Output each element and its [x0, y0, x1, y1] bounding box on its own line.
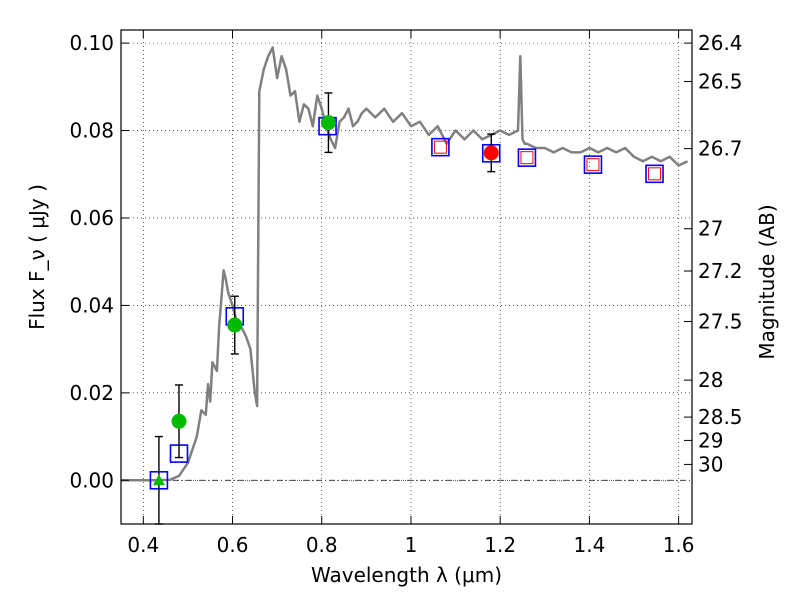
magnitude-tick-label: 27 — [698, 217, 723, 241]
axis-ticks: 0.4 0.6 0.8 1 1.2 1.4 1.6 0.00 0.02 0.04 0.06 0.08 0… — [69, 30, 743, 557]
x-tick-label: 1 — [405, 533, 418, 557]
detection-point — [320, 115, 336, 131]
sed-curve — [121, 46, 689, 482]
upper-limit-box — [586, 158, 600, 172]
y-tick-label: 0.06 — [69, 206, 114, 230]
plot-frame — [120, 29, 693, 525]
magnitude-tick-label: 29 — [698, 428, 723, 452]
x-tick-label: 0.8 — [306, 533, 338, 557]
model-flux-box — [517, 148, 537, 167]
x-tick-label: 1.2 — [484, 533, 516, 557]
upper-limit-box — [648, 167, 662, 181]
sed-model — [121, 46, 689, 482]
x-tick-label: 0.6 — [217, 533, 249, 557]
magnitude-tick-label: 26.5 — [698, 70, 743, 94]
detection-point — [171, 413, 187, 429]
model-flux-box — [431, 137, 450, 157]
y-tick-label: 0.02 — [69, 381, 114, 405]
red-detection-point — [483, 145, 499, 161]
y-tick-label: 0.10 — [69, 31, 114, 55]
magnitude-tick-label: 28 — [698, 368, 723, 392]
magnitude-tick-label: 30 — [698, 452, 723, 476]
x-tick-label: 1.4 — [573, 533, 605, 557]
upper-limit-box — [433, 140, 447, 154]
x-tick-label: 1.6 — [663, 533, 695, 557]
upper-limit-box — [520, 151, 534, 165]
y-tick-label: 0.00 — [69, 468, 114, 492]
magnitude-tick-label: 28.5 — [698, 405, 743, 429]
model-flux-box — [583, 155, 603, 174]
magnitude-tick-label: 27.2 — [698, 259, 743, 283]
magnitude-tick-label: 26.4 — [698, 31, 743, 55]
magnitude-tick-label: 26.7 — [698, 137, 743, 161]
detection-point — [227, 317, 243, 333]
detection-triangle — [152, 474, 165, 486]
y-axis-label: Flux F_ν ( μJy ) — [25, 184, 49, 330]
magnitude-tick-label: 27.5 — [698, 310, 743, 334]
model-flux-box — [645, 164, 664, 184]
y-tick-label: 0.04 — [69, 293, 114, 317]
right-y-axis-label: Magnitude (AB) — [755, 204, 779, 359]
photometry-markers — [149, 92, 664, 525]
x-axis-label: Wavelength λ (μm) — [311, 563, 502, 587]
x-tick-label: 0.4 — [127, 533, 159, 557]
y-tick-label: 0.08 — [69, 119, 114, 143]
